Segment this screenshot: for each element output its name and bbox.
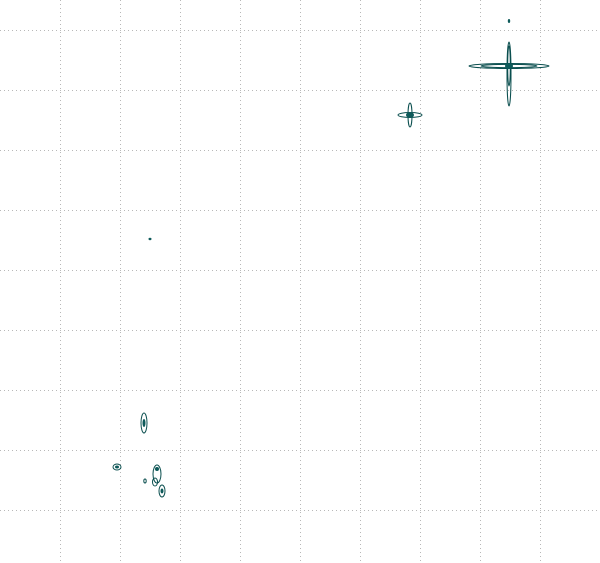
contour-core [115,465,119,469]
contour-core [155,467,159,471]
contour [112,463,122,471]
peak-medium [397,102,423,128]
contour [158,484,166,498]
contour [143,478,147,484]
peak-small [507,19,511,23]
contour [152,477,158,487]
contour-core [142,419,146,427]
contour [506,41,512,107]
contour [140,412,148,434]
peak-large [468,41,550,107]
contour-core [505,63,513,69]
contour-core [160,488,164,494]
peak-cluster [112,412,166,498]
peak-small [148,237,152,241]
contour-core [406,112,414,118]
